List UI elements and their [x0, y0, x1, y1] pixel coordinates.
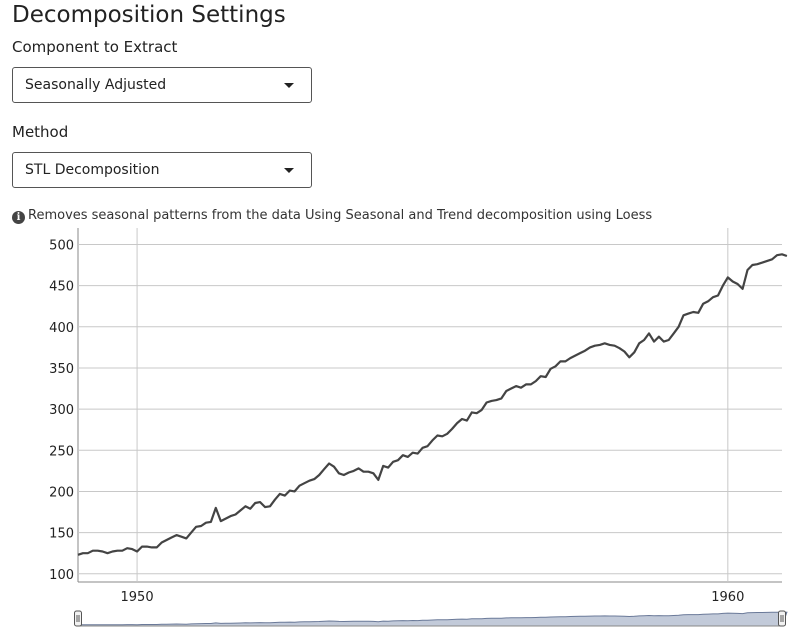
chart-grid — [77, 228, 782, 583]
y-tick-label: 350 — [49, 362, 74, 377]
series-line — [77, 253, 788, 556]
y-tick-label: 100 — [49, 568, 74, 583]
range-handle-icon[interactable] — [778, 610, 786, 627]
range-navigator[interactable] — [74, 610, 788, 627]
y-tick-label: 500 — [49, 238, 74, 253]
component-select[interactable]: Seasonally Adjusted — [12, 67, 312, 103]
y-tick-label: 200 — [49, 485, 74, 500]
page-title: Decomposition Settings — [12, 2, 286, 28]
caret-down-icon — [284, 83, 294, 88]
x-tick-label: 1950 — [121, 590, 154, 605]
time-series-chart[interactable]: 100 150 200 250 300 350 400 450 500 1950 1960 — [0, 228, 800, 628]
range-handle-icon[interactable] — [74, 610, 82, 627]
component-label: Component to Extract — [12, 38, 178, 56]
navigator-series-area — [77, 611, 788, 627]
method-select[interactable]: STL Decomposition — [12, 152, 312, 188]
info-circle-icon: i — [12, 211, 25, 224]
x-axis-ticks: 1950 1960 — [121, 590, 745, 605]
component-select-value: Seasonally Adjusted — [25, 77, 167, 93]
caret-down-icon — [284, 168, 294, 173]
range-handle-right[interactable] — [778, 610, 786, 627]
y-tick-label: 250 — [49, 444, 74, 459]
method-select-value: STL Decomposition — [25, 162, 160, 178]
y-tick-label: 150 — [49, 527, 74, 542]
x-tick-label: 1960 — [711, 590, 744, 605]
help-text-row: i Removes seasonal patterns from the data… — [12, 207, 652, 225]
y-tick-label: 300 — [49, 403, 74, 418]
range-handle-left[interactable] — [74, 610, 82, 627]
y-tick-label: 400 — [49, 321, 74, 336]
help-text: Removes seasonal patterns from the data … — [28, 208, 653, 223]
method-label: Method — [12, 123, 69, 141]
y-axis-ticks: 100 150 200 250 300 350 400 450 500 — [49, 238, 74, 582]
y-tick-label: 450 — [49, 280, 74, 295]
